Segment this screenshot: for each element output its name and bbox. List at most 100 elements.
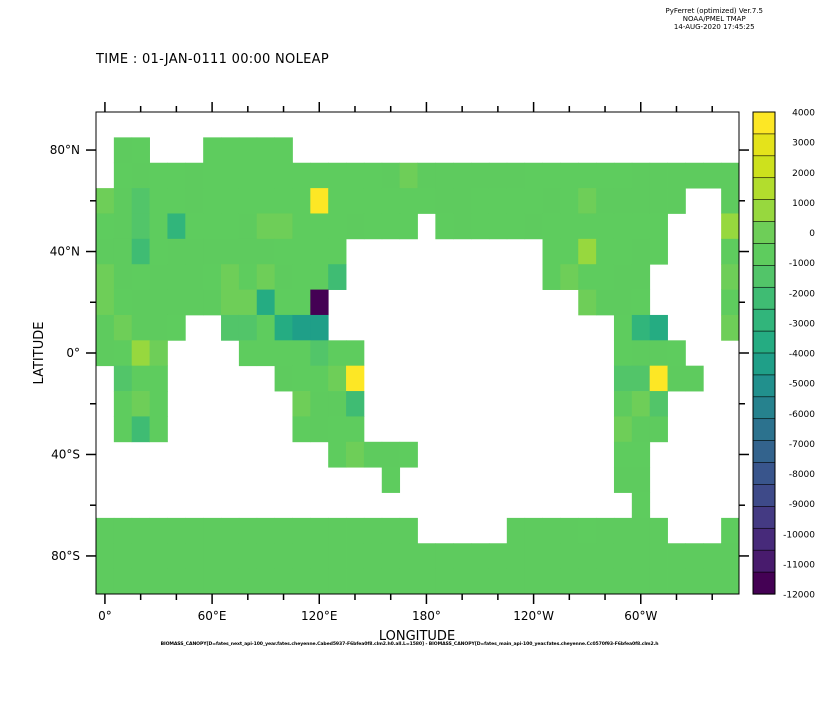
heatmap-cell	[203, 543, 222, 570]
heatmap-cell	[310, 188, 329, 214]
heatmap-cell	[560, 213, 579, 240]
colorbar-label: -6000	[789, 410, 815, 420]
heatmap-cell	[667, 162, 686, 189]
heatmap-cell	[328, 162, 347, 189]
heatmap-cell	[471, 213, 490, 240]
heatmap-cell	[328, 543, 347, 570]
heatmap-cell	[596, 289, 615, 316]
heatmap-cell	[488, 188, 508, 214]
heatmap-cell	[596, 543, 615, 570]
heatmap-cell	[399, 568, 418, 595]
heatmap-cell	[613, 238, 633, 265]
heatmap-cell	[542, 238, 561, 265]
heatmap-cell	[256, 543, 276, 570]
heatmap-cell	[631, 289, 651, 316]
heatmap-cell	[221, 289, 240, 316]
heatmap-cell	[613, 568, 633, 595]
heatmap-cell	[631, 264, 651, 290]
heatmap-cell	[363, 517, 383, 544]
heatmap-cell	[667, 340, 686, 367]
heatmap-cell	[131, 238, 150, 265]
heatmap-cell	[524, 188, 543, 214]
heatmap-cell	[238, 517, 258, 544]
heatmap-cell	[185, 162, 204, 189]
heatmap-cell	[578, 238, 597, 265]
heatmap-cell	[113, 416, 133, 443]
heatmap-cell	[238, 340, 258, 367]
heatmap-cell	[363, 188, 383, 214]
colorbar-labels: 4000 3000 2000 1000 0 -1000 -2000 -3000 -4000 -50…	[783, 109, 815, 601]
heatmap-cell	[274, 365, 293, 392]
heatmap-cell	[631, 188, 651, 214]
heatmap-cell	[256, 340, 276, 367]
heatmap-cell	[256, 314, 276, 341]
heatmap-cell	[328, 238, 347, 265]
heatmap-cell	[310, 517, 329, 544]
heatmap-cell	[649, 391, 668, 417]
heatmap-cell	[417, 188, 436, 214]
heatmap-cell	[328, 264, 347, 290]
heatmap-cell	[596, 517, 615, 544]
heatmap-cell	[274, 238, 293, 265]
heatmap-cell	[471, 162, 490, 189]
x-tick-label: 120°W	[513, 609, 554, 623]
heatmap-cell	[113, 365, 133, 392]
heatmap-cell	[310, 340, 329, 367]
heatmap-cell	[185, 517, 204, 544]
heatmap-cell	[721, 162, 740, 189]
heatmap-cell	[560, 543, 579, 570]
heatmap-cell	[346, 391, 365, 417]
heatmap-cell	[363, 441, 383, 468]
heatmap-cell	[524, 162, 543, 189]
heatmap-chart: 0° 60°E 120°E 180° 120°W 60°W 80°N40°N0°40°S8…	[32, 102, 815, 640]
heatmap-cell	[310, 238, 329, 265]
heatmap-cell	[203, 238, 222, 265]
colorbar-label: -9000	[789, 500, 815, 510]
heatmap-cell	[203, 289, 222, 316]
heatmap-cell	[96, 289, 115, 316]
heatmap-cell	[578, 188, 597, 214]
heatmap-cell	[292, 162, 311, 189]
heatmap-cell	[613, 416, 633, 443]
heatmap-cell	[381, 213, 401, 240]
heatmap-cell	[292, 264, 311, 290]
heatmap-cell	[417, 543, 436, 570]
heatmap-cell	[149, 289, 168, 316]
heatmap-cell	[113, 340, 133, 367]
heatmap-cell	[203, 162, 222, 189]
heatmap-cell	[381, 467, 401, 493]
heatmap-cell	[256, 137, 276, 164]
heatmap-cell	[292, 238, 311, 265]
colorbar-swatch	[752, 286, 776, 310]
heatmap-cell	[310, 314, 329, 341]
colorbar-swatch	[752, 308, 776, 332]
colorbar-label: -4000	[789, 350, 815, 360]
heatmap-cell	[167, 213, 186, 240]
heatmap-cell	[113, 188, 133, 214]
heatmap-cell	[113, 543, 133, 570]
heatmap-cell	[399, 188, 418, 214]
heatmap-cell	[560, 238, 579, 265]
heatmap-cell	[131, 213, 150, 240]
y-axis-label: LATITUDE	[32, 322, 47, 385]
heatmap-cell	[524, 568, 543, 595]
heatmap-cell	[292, 568, 311, 595]
heatmap-cell	[256, 162, 276, 189]
heatmap-cell	[310, 365, 329, 392]
org-name: NOAA/PMEL TMAP	[682, 15, 746, 23]
heatmap-cell	[363, 543, 383, 570]
heatmap-cell	[381, 441, 401, 468]
heatmap-cell	[131, 162, 150, 189]
heatmap-cell	[346, 188, 365, 214]
y-tick-label: 80°S	[51, 549, 80, 563]
colorbar-label: -7000	[789, 440, 815, 450]
colorbar-swatch	[752, 374, 776, 398]
colorbar-swatch	[752, 221, 776, 245]
y-tick-label: 40°N	[50, 245, 80, 259]
heatmap-cell	[238, 238, 258, 265]
heatmap-cell	[435, 213, 454, 240]
heatmap-cell	[346, 340, 365, 367]
heatmap-cell	[256, 517, 276, 544]
heatmap-cell	[685, 162, 704, 189]
heatmap-cell	[310, 289, 329, 316]
